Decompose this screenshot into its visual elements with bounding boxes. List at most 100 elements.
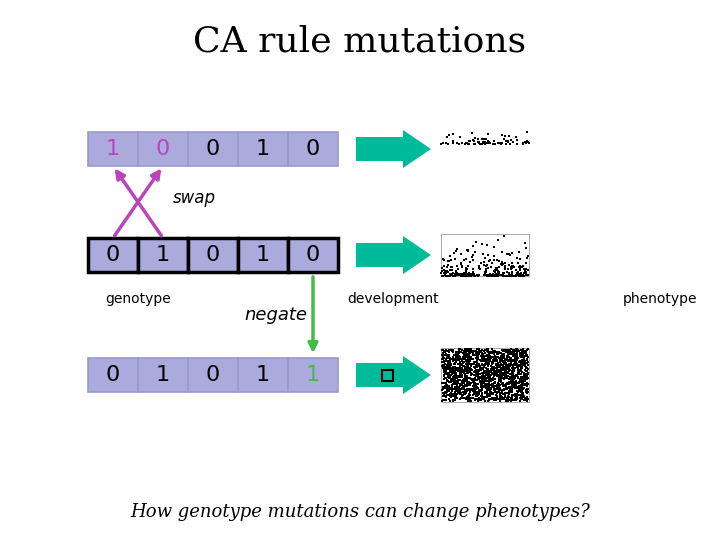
Point xyxy=(505,377,516,386)
Point xyxy=(515,351,526,360)
Point xyxy=(496,388,508,397)
Point xyxy=(444,359,455,367)
Point xyxy=(469,367,480,376)
Point xyxy=(449,375,461,384)
Point xyxy=(477,377,489,386)
Point xyxy=(461,255,472,264)
Point xyxy=(472,358,483,367)
Point xyxy=(521,382,533,391)
Point xyxy=(441,383,453,391)
Point xyxy=(494,366,505,375)
Point xyxy=(444,392,456,401)
Point xyxy=(444,373,456,382)
Point xyxy=(454,140,465,149)
Point xyxy=(464,395,476,404)
Point xyxy=(446,375,457,384)
Point xyxy=(511,347,523,355)
Point xyxy=(481,357,492,366)
Point xyxy=(470,370,482,379)
Point xyxy=(493,386,505,394)
Point xyxy=(471,360,482,369)
Point xyxy=(510,395,522,404)
Point xyxy=(503,350,514,359)
Point xyxy=(473,374,485,383)
Point xyxy=(488,348,500,357)
Point xyxy=(521,347,532,356)
Point xyxy=(479,379,490,388)
Point xyxy=(508,375,520,384)
Point xyxy=(444,355,456,363)
Point xyxy=(445,371,456,380)
Point xyxy=(513,368,525,377)
Point xyxy=(508,369,519,377)
Point xyxy=(477,395,489,404)
Point xyxy=(463,268,474,277)
Point xyxy=(516,391,528,400)
Point xyxy=(462,363,473,372)
Point xyxy=(522,361,534,369)
Point xyxy=(463,348,474,357)
Point xyxy=(444,252,456,261)
Point xyxy=(485,371,497,380)
Point xyxy=(463,350,474,359)
Point xyxy=(507,375,518,384)
Point xyxy=(439,379,451,388)
Point xyxy=(451,350,463,359)
Point xyxy=(443,359,454,367)
Point xyxy=(498,351,510,360)
Point xyxy=(445,256,456,265)
Point xyxy=(495,373,506,382)
Point xyxy=(513,366,525,374)
Point xyxy=(508,396,519,404)
Point xyxy=(450,370,462,379)
Point xyxy=(516,359,527,368)
Point xyxy=(518,352,529,360)
Point xyxy=(464,391,475,400)
Point xyxy=(448,377,459,386)
Point xyxy=(463,374,474,382)
Point xyxy=(490,388,502,397)
Point xyxy=(469,364,481,373)
Point xyxy=(512,388,523,397)
Point xyxy=(476,351,487,360)
Point xyxy=(458,375,469,384)
Point xyxy=(521,386,533,395)
Point xyxy=(467,375,478,384)
Point xyxy=(464,393,475,402)
Point xyxy=(462,366,474,374)
Point xyxy=(441,351,452,360)
Point xyxy=(511,254,523,262)
Point xyxy=(488,363,500,372)
Point xyxy=(437,346,449,354)
Point xyxy=(512,347,523,355)
Point xyxy=(451,383,463,392)
Point xyxy=(504,379,516,387)
Point xyxy=(472,362,484,370)
Point xyxy=(462,392,474,400)
Point xyxy=(516,383,527,391)
Point xyxy=(495,389,506,397)
Point xyxy=(452,351,464,360)
Point xyxy=(485,348,497,356)
Point xyxy=(500,393,511,401)
Point xyxy=(444,358,456,367)
Point xyxy=(516,362,527,371)
Point xyxy=(441,269,452,278)
Point xyxy=(454,356,465,364)
Point xyxy=(508,360,519,369)
Point xyxy=(495,375,506,383)
Point xyxy=(438,139,449,147)
Point xyxy=(478,362,490,370)
Bar xyxy=(441,348,529,402)
Point xyxy=(491,366,503,375)
Point xyxy=(486,354,498,362)
Point xyxy=(444,387,455,395)
Point xyxy=(504,396,516,404)
Text: negate: negate xyxy=(244,306,307,324)
Point xyxy=(503,383,514,392)
Point xyxy=(516,379,528,388)
Point xyxy=(493,269,505,278)
Point xyxy=(507,366,518,374)
Point xyxy=(443,272,454,280)
Point xyxy=(462,362,474,370)
